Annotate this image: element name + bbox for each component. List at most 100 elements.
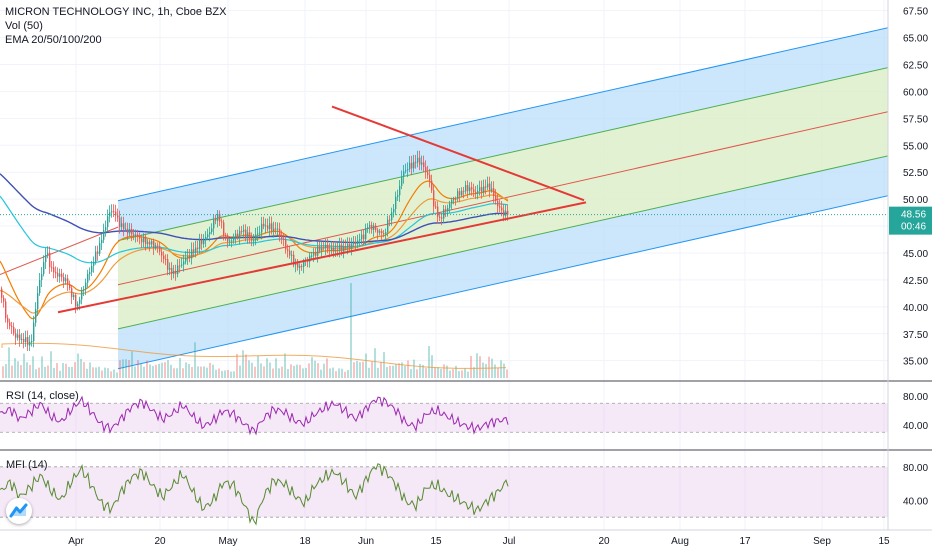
volume-bar: [167, 360, 169, 378]
candle-body: [77, 303, 79, 307]
volume-bar: [359, 362, 361, 378]
price-tick-label: 60.00: [903, 87, 928, 98]
symbol-title[interactable]: MICRON TECHNOLOGY INC, 1h, Cboe BZX: [5, 6, 227, 18]
candle-body: [193, 249, 195, 252]
volume-bar: [422, 364, 424, 378]
volume-indicator-label[interactable]: Vol (50): [5, 20, 43, 32]
candle-body: [399, 185, 401, 196]
ema-50-line: [0, 194, 509, 314]
volume-bar: [50, 351, 52, 378]
candle-body: [61, 273, 63, 278]
trend-lines[interactable]: [0, 105, 888, 314]
candle-body: [429, 175, 431, 181]
price-tick-label: 50.00: [903, 195, 928, 206]
time-tick-label: Sep: [813, 536, 831, 547]
candle-body: [335, 249, 337, 252]
channel-upper-line: [117, 27, 888, 202]
candle-body: [249, 232, 251, 239]
candle-body: [153, 241, 155, 249]
volume-bar: [431, 355, 433, 378]
candle-body: [359, 239, 361, 241]
candle-body: [97, 251, 99, 254]
candle-body: [269, 223, 271, 230]
channel-lower-line: [117, 195, 888, 370]
candle-body: [199, 240, 201, 249]
volume-bar: [149, 364, 151, 378]
candle-body: [289, 250, 291, 256]
volume-bar: [128, 359, 130, 378]
candle-body: [99, 243, 101, 254]
tradingview-logo[interactable]: [6, 498, 32, 524]
volume-bar: [185, 362, 187, 378]
candle-body: [169, 267, 171, 270]
candle-body: [333, 247, 335, 252]
volume-bar: [368, 367, 370, 378]
candle-body: [435, 206, 437, 208]
candle-body: [141, 238, 143, 243]
channel-upper-inner-line: [117, 67, 888, 242]
candle-body: [21, 338, 23, 340]
volume-bar: [290, 364, 292, 378]
volume-bar: [74, 362, 76, 378]
candle-body: [503, 210, 505, 216]
resistance-trendline[interactable]: [331, 105, 585, 202]
candle-body: [281, 236, 283, 239]
candle-body: [369, 224, 371, 228]
candle-body: [477, 190, 479, 194]
candle-body: [13, 327, 15, 334]
candle-body: [317, 246, 319, 256]
candle-body: [301, 265, 303, 267]
volume-bar: [83, 362, 85, 378]
rsi-pane-label[interactable]: RSI (14, close): [6, 390, 79, 402]
volume-bar: [455, 365, 457, 378]
volume-bar: [89, 362, 91, 378]
volume-bar: [380, 361, 382, 378]
candle-body: [123, 223, 125, 230]
volume-bar: [242, 350, 244, 378]
mfi-tick-label: 80.00: [903, 463, 928, 474]
volume-bar: [137, 360, 139, 378]
candle-body: [165, 259, 167, 261]
candle-body: [261, 223, 263, 233]
candle-body: [411, 162, 413, 169]
candle-body: [491, 188, 493, 191]
volume-bar: [269, 362, 271, 378]
candle-body: [489, 183, 491, 191]
candle-body: [117, 215, 119, 218]
candle-body: [437, 206, 439, 217]
volume-bar: [293, 365, 295, 378]
ema-indicator-label[interactable]: EMA 20/50/100/200: [5, 34, 102, 46]
candle-body: [159, 246, 161, 252]
volume-bar: [92, 367, 94, 378]
candle-body: [311, 255, 313, 257]
volume-bar: [77, 353, 79, 378]
candle-body: [343, 246, 345, 252]
candle-body: [113, 211, 115, 213]
volume-bar: [110, 371, 112, 378]
candle-body: [453, 198, 455, 201]
candle-body: [177, 265, 179, 275]
volume-bar: [392, 365, 394, 378]
candle-body: [349, 244, 351, 249]
candle-body: [15, 333, 17, 338]
candle-body: [237, 233, 239, 238]
mfi-pane-label[interactable]: MFI (14): [6, 459, 48, 471]
last-price-badge[interactable]: [889, 206, 932, 235]
volume-bar: [299, 364, 301, 378]
volume-bar: [233, 371, 235, 378]
candle-body: [103, 230, 105, 240]
candle-body: [357, 240, 359, 245]
candle-body: [139, 236, 141, 239]
volume-bar: [377, 367, 379, 378]
candle-body: [181, 264, 183, 266]
ema-100-line: [0, 195, 509, 264]
volume-bar: [383, 352, 385, 378]
volume-bar: [320, 369, 322, 378]
candle-body: [433, 190, 435, 207]
candle-body: [337, 249, 339, 252]
candle-body: [461, 190, 463, 196]
candle-body: [385, 232, 387, 234]
support-trendline[interactable]: [57, 201, 587, 314]
